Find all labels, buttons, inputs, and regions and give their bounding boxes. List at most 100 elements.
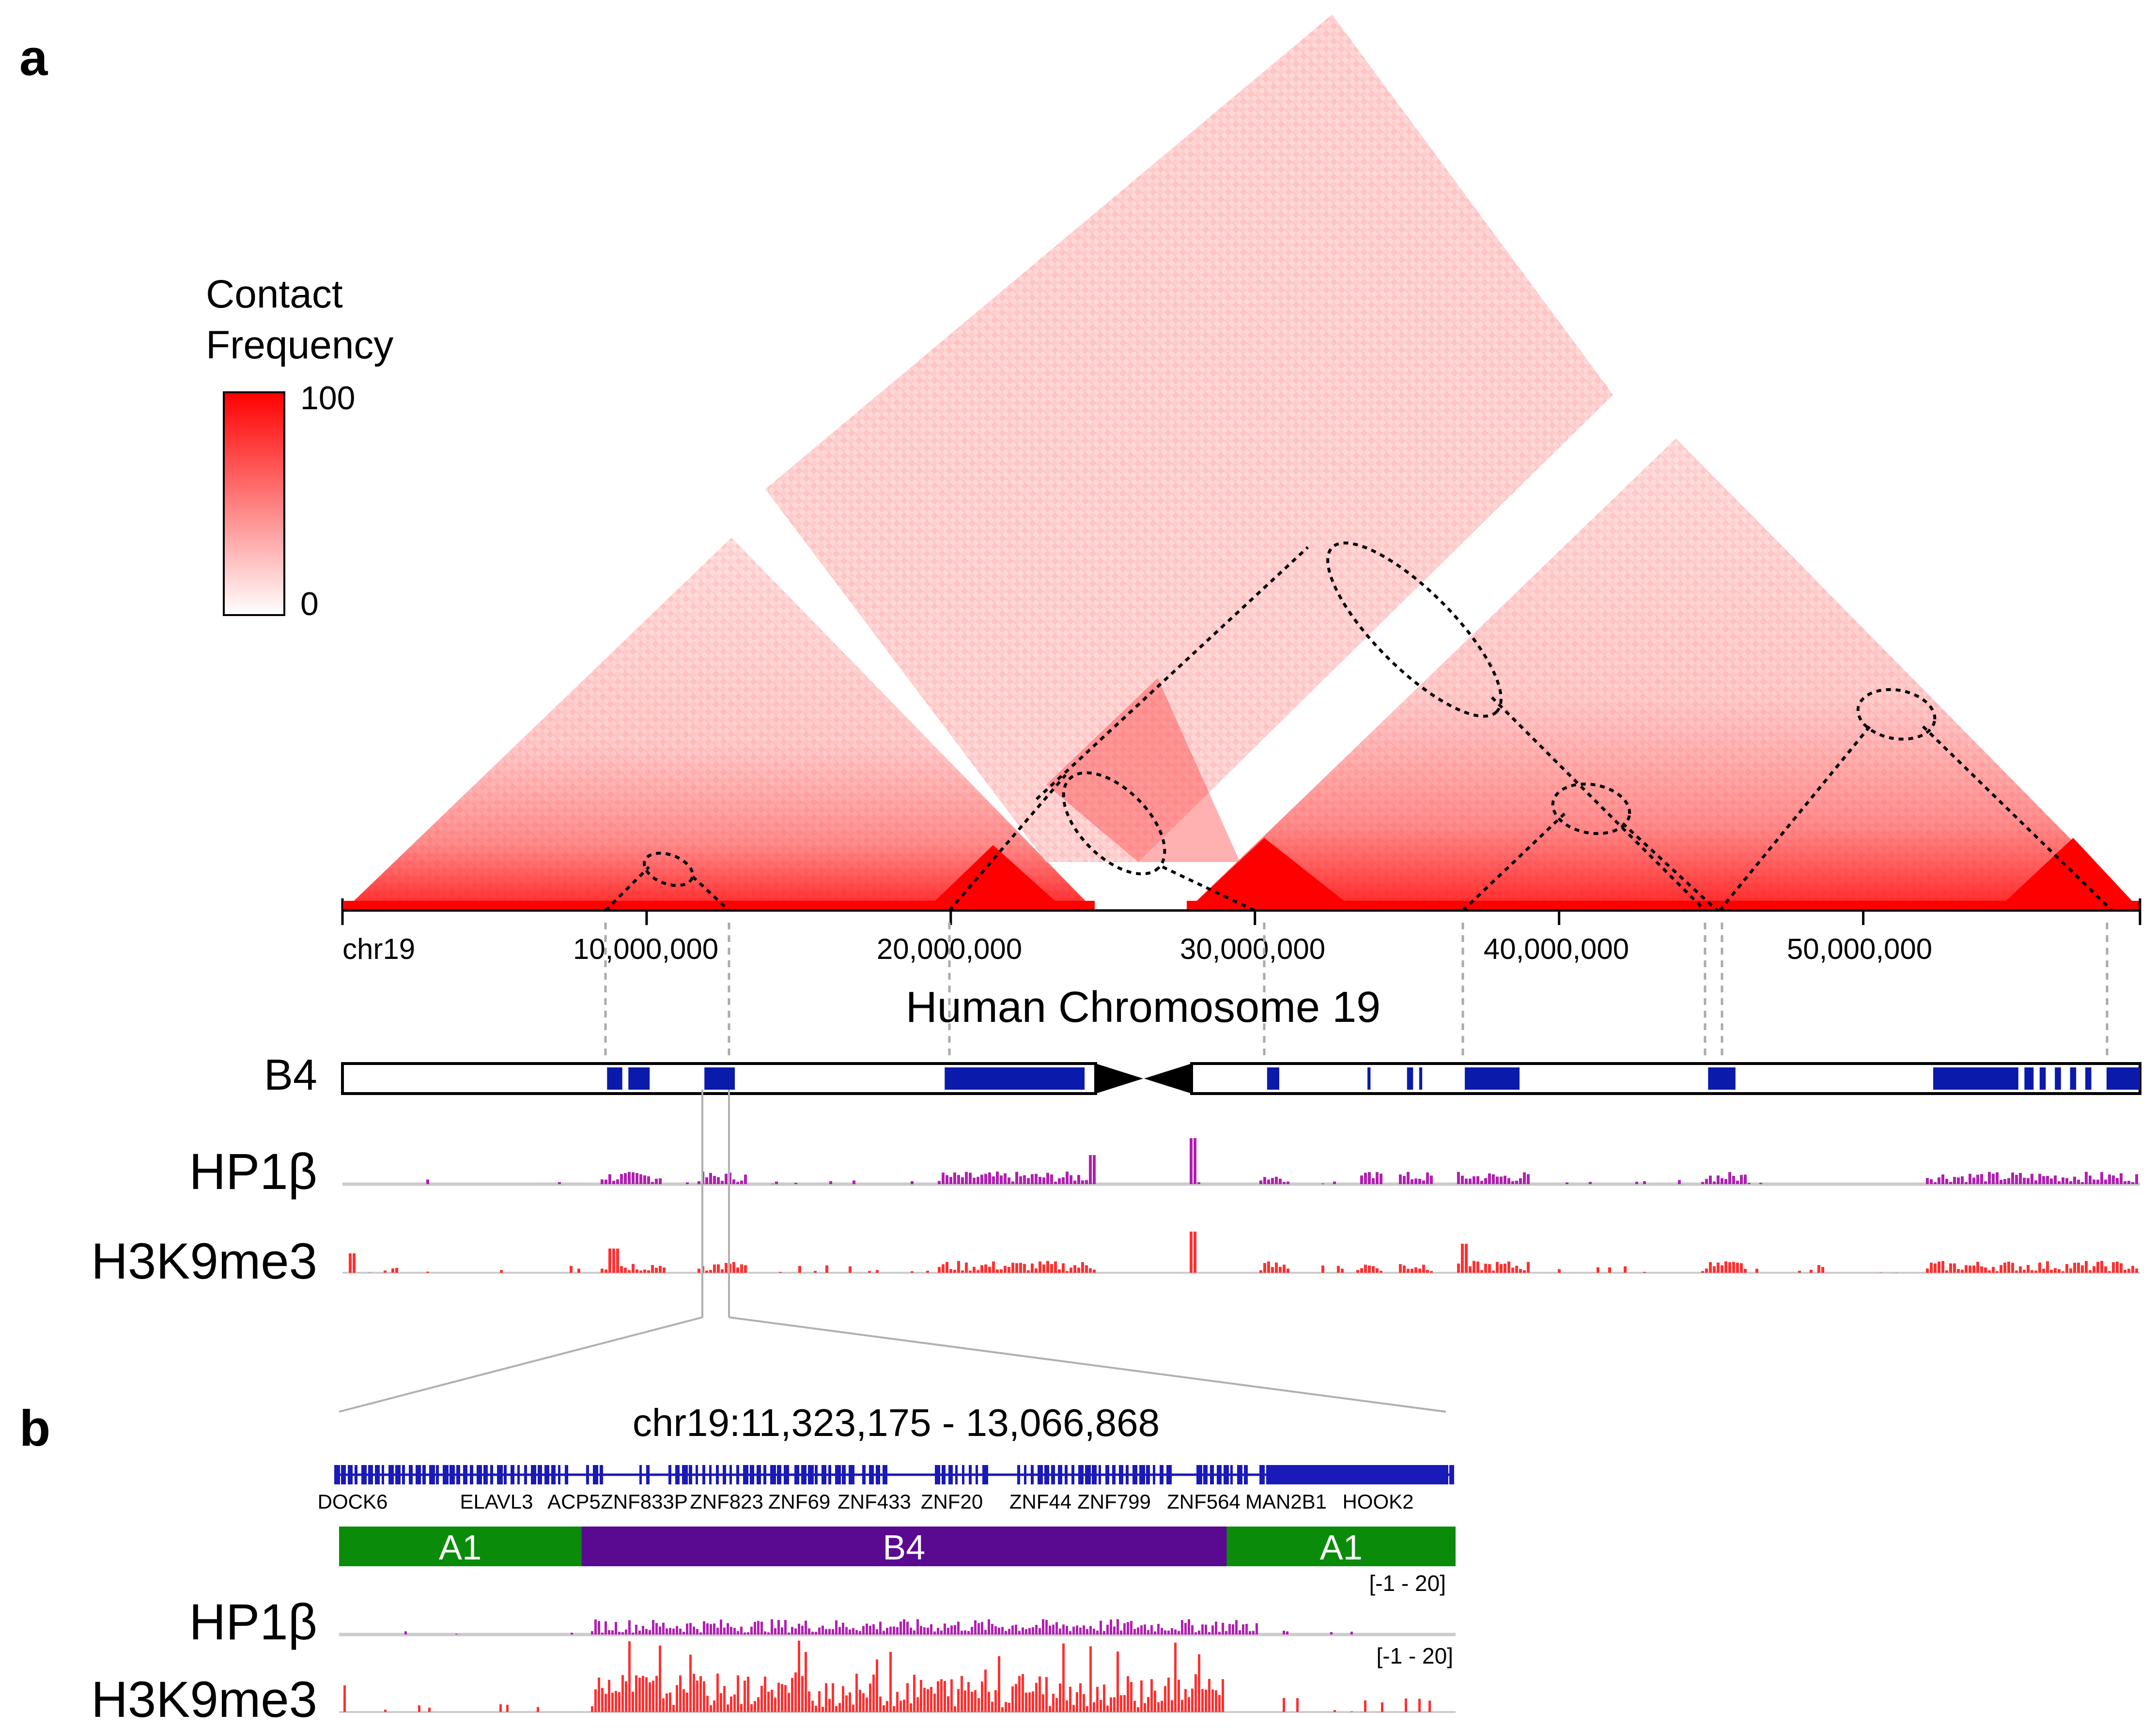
h3k9me3-zoom-bar xyxy=(499,1704,502,1712)
h3k9me3-zoom-bar xyxy=(822,1707,824,1712)
hp1b-zoom-bar xyxy=(733,1628,736,1635)
h3k9me3-zoom-bar xyxy=(1127,1676,1129,1712)
hp1b-bar xyxy=(655,1178,658,1184)
hp1b-bar xyxy=(1046,1173,1049,1184)
h3k9me3-zoom-bar xyxy=(862,1693,865,1712)
gene-exon xyxy=(842,1465,846,1484)
legend-title-line1: Contact xyxy=(206,272,343,316)
h3k9me3-bar xyxy=(1194,1232,1196,1273)
hp1b-zoom-bar xyxy=(1178,1631,1180,1635)
h3k9me3-bar xyxy=(996,1269,999,1273)
hp1b-zoom-bar xyxy=(1225,1631,1227,1635)
legend-gradient-bar xyxy=(223,391,285,616)
h3k9me3-zoom-bar xyxy=(832,1683,834,1712)
h3k9me3-zoom-bar xyxy=(937,1681,939,1712)
hp1b-zoom-track xyxy=(339,1619,1456,1636)
hp1b-bar xyxy=(1368,1172,1371,1184)
h3k9me3-zoom-bar xyxy=(1049,1706,1051,1712)
axis-tick-label-1: 10,000,000 xyxy=(573,933,718,965)
h3k9me3-zoom-bar xyxy=(418,1705,420,1712)
h3k9me3-bar xyxy=(1275,1262,1278,1273)
h3k9me3-bar xyxy=(1271,1267,1274,1273)
h3k9me3-zoom-bar xyxy=(1218,1695,1221,1712)
hp1b-zoom-bar xyxy=(1106,1624,1109,1635)
h3k9me3-bar xyxy=(1054,1261,1057,1273)
gene-exon xyxy=(1210,1465,1214,1484)
gene-exon xyxy=(477,1465,482,1484)
h3k9me3-zoom-bar xyxy=(893,1706,895,1712)
h3k9me3-zoom-bar xyxy=(706,1696,709,1712)
hp1b-zoom-bar xyxy=(628,1620,631,1635)
hp1b-bar xyxy=(1972,1177,1975,1184)
b4-segment xyxy=(2024,1067,2034,1090)
h3k9me3-bar xyxy=(2015,1270,2018,1273)
h3k9me3-bar xyxy=(426,1271,429,1273)
hp1b-zoom-bar xyxy=(1042,1619,1044,1635)
h3k9me3-zoom-bar xyxy=(642,1676,644,1712)
h3k9me3-zoom-bar xyxy=(1137,1707,1139,1712)
h3k9me3-bar xyxy=(1023,1264,1026,1273)
h3k9me3-bar xyxy=(1399,1264,1402,1273)
hp1b-bar xyxy=(1744,1174,1747,1184)
hp1b-zoom-bar xyxy=(1049,1625,1051,1635)
h3k9me3-zoom-bar xyxy=(771,1689,773,1712)
guide-line xyxy=(1621,822,1719,912)
gene-exon xyxy=(348,1465,353,1484)
hp1b-bar xyxy=(1988,1172,1991,1184)
hp1b-zoom-bar xyxy=(1235,1620,1238,1635)
track-label-h3k9me3: H3K9me3 xyxy=(91,1233,317,1290)
h3k9me3-zoom-bar xyxy=(1093,1702,1095,1712)
hp1b-zoom-bar xyxy=(744,1632,746,1635)
h3k9me3-zoom-bar xyxy=(764,1676,766,1712)
hic-triangle-left-strong xyxy=(925,845,1066,910)
h3k9me3-bar xyxy=(2131,1265,2134,1273)
hp1b-zoom-bar xyxy=(777,1620,780,1635)
hic-triangle-right-strong-right xyxy=(1996,838,2141,910)
gene-track: DOCK6 ELAVL3 ACP5 ZNF833P ZNF823 ZNF69 Z… xyxy=(318,1465,1454,1513)
hp1b-bar xyxy=(1085,1180,1088,1184)
hp1b-bar xyxy=(1515,1180,1518,1184)
hp1b-bar xyxy=(2062,1177,2064,1184)
hp1b-bar xyxy=(651,1182,654,1184)
gene-exon xyxy=(675,1465,680,1484)
hp1b-bar xyxy=(1511,1181,1514,1184)
gene-exon xyxy=(1160,1465,1163,1484)
h3k9me3-bar xyxy=(1190,1232,1193,1273)
h3k9me3-zoom-bar xyxy=(1117,1651,1119,1712)
hp1b-zoom-bar xyxy=(808,1628,810,1635)
h3k9me3-zoom-bar xyxy=(852,1704,854,1712)
gene-exon xyxy=(709,1465,712,1484)
h3k9me3-zoom-bar xyxy=(794,1672,797,1712)
gene-label: ZNF833P xyxy=(601,1490,688,1513)
h3k9me3-zoom-bar xyxy=(981,1681,983,1712)
hp1b-bar xyxy=(740,1180,743,1184)
hp1b-bar xyxy=(1492,1174,1495,1184)
h3k9me3-zoom-bar xyxy=(384,1710,387,1712)
h3k9me3-bar xyxy=(1519,1269,1522,1273)
h3k9me3-zoom-bar xyxy=(920,1680,922,1712)
hp1b-bar xyxy=(984,1173,987,1184)
gene-exon xyxy=(395,1465,401,1484)
guide-line xyxy=(1162,865,1256,912)
b4-segment xyxy=(1708,1067,1736,1090)
h3k9me3-bar xyxy=(601,1268,604,1273)
hp1b-zoom-bar xyxy=(1045,1620,1048,1635)
hp1b-bar xyxy=(1953,1177,1956,1184)
hp1b-zoom-bar xyxy=(1205,1624,1207,1635)
h3k9me3-bar xyxy=(1798,1271,1801,1273)
gene-exon xyxy=(869,1465,874,1484)
h3k9me3-bar xyxy=(992,1261,995,1273)
h3k9me3-zoom-bar xyxy=(645,1677,648,1712)
h3k9me3-zoom-bar xyxy=(672,1705,675,1712)
hp1b-bar xyxy=(1430,1175,1433,1184)
h3k9me3-bar xyxy=(1721,1265,1723,1273)
hp1b-zoom-bar xyxy=(1130,1620,1132,1635)
hp1b-zoom-bar xyxy=(716,1627,719,1635)
gene-label: ZNF564 xyxy=(1167,1490,1241,1513)
axis-tick-label-5: 50,000,000 xyxy=(1787,933,1932,965)
hp1b-zoom-bar xyxy=(455,1634,458,1635)
h3k9me3-zoom-bar xyxy=(621,1675,624,1712)
h3k9me3-bar xyxy=(1500,1264,1503,1273)
gene-exon xyxy=(565,1465,568,1484)
h3k9me3-bar xyxy=(709,1270,712,1273)
